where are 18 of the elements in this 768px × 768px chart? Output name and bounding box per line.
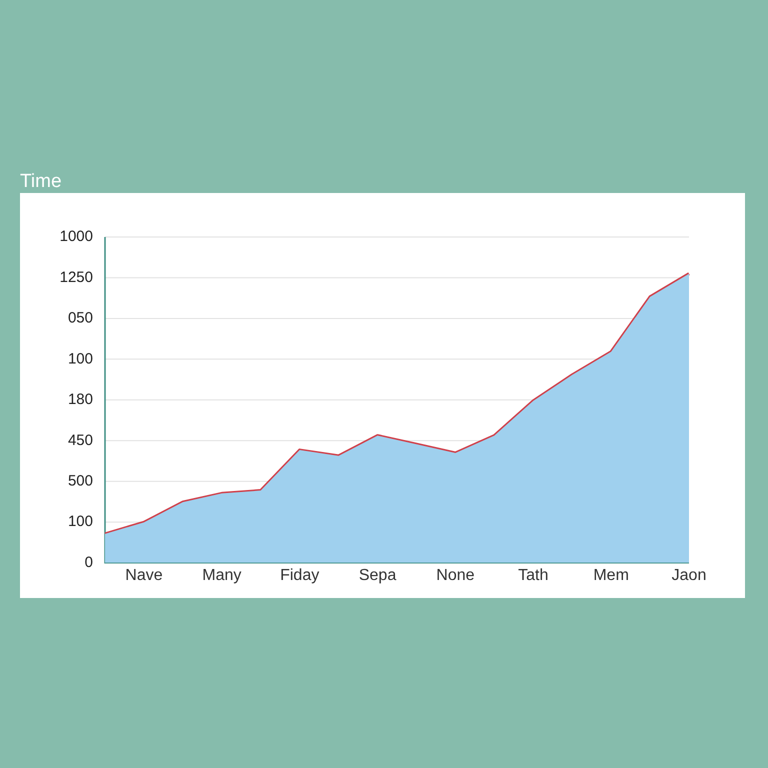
x-tick-label: Nave (125, 566, 163, 584)
text: 100 (68, 513, 93, 530)
text: 500 (68, 472, 93, 490)
x-tick-label: Mem (593, 566, 629, 584)
text: 1250 (60, 268, 93, 286)
x-tick-label: Sepa (358, 566, 396, 584)
x-tick-label: Jaon (672, 566, 706, 584)
text: 450 (68, 432, 93, 449)
text: 100 (68, 350, 93, 368)
text: 050 (68, 310, 93, 327)
x-tick-label: Many (202, 566, 242, 584)
text: 180 (68, 391, 93, 408)
x-tick-label: Tath (518, 566, 548, 584)
text: 1000 (60, 228, 93, 246)
text: 0 (84, 554, 93, 571)
x-tick-label: None (436, 566, 475, 584)
chart-title: Time (20, 171, 62, 193)
x-tick-label: Fiday (280, 566, 320, 584)
